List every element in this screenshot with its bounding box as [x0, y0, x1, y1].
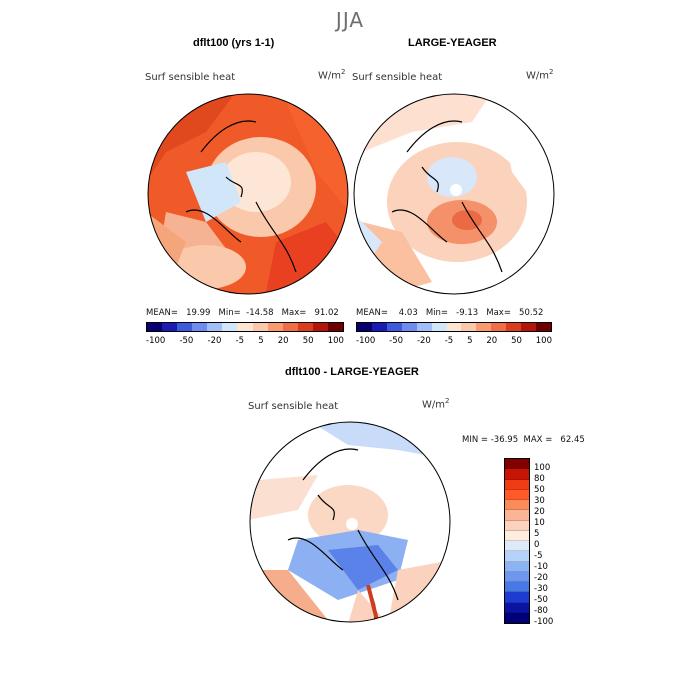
- panel3-variable: Surf sensible heat: [248, 401, 339, 412]
- tick: 50: [302, 336, 314, 346]
- panel1-map: [146, 92, 350, 296]
- panel2-stats: MEAN= 4.03 Min= -9.13 Max= 50.52: [356, 308, 544, 318]
- tick: 20: [486, 336, 498, 346]
- panel1-units: W/m2: [318, 68, 346, 82]
- panel2-variable: Surf sensible heat: [352, 72, 443, 83]
- panel3-units: W/m2: [422, 397, 450, 411]
- panel2-units: W/m2: [526, 68, 554, 82]
- panel3-title: dflt100 - LARGE-YEAGER: [285, 366, 419, 378]
- panel1-variable: Surf sensible heat: [145, 72, 236, 83]
- tick: 100: [534, 463, 551, 473]
- tick: -50: [534, 595, 548, 605]
- tick: 100: [535, 336, 552, 346]
- panel1-stats: MEAN= 19.99 Min= -14.58 Max= 91.02: [146, 308, 339, 318]
- panel3-colorbar-labels: 100 80 50 30 20 10 5 0 -5 -10 -20 -30 -5…: [534, 463, 553, 628]
- tick: 5: [258, 336, 264, 346]
- panel1-title: dflt100 (yrs 1-1): [193, 37, 275, 49]
- tick: 0: [534, 540, 540, 550]
- tick: -5: [444, 336, 454, 346]
- tick: -30: [534, 584, 548, 594]
- panel2-colorbar-labels: -100 -50 -20 -5 5 20 50 100: [356, 336, 552, 346]
- panel2-colorbar: [356, 322, 552, 332]
- tick: 50: [511, 336, 522, 346]
- panel3-map: [248, 420, 452, 624]
- tick: 20: [277, 336, 289, 346]
- tick: -20: [416, 336, 431, 346]
- tick: -50: [179, 336, 194, 346]
- tick: -20: [207, 336, 222, 346]
- tick: 100: [327, 336, 344, 346]
- tick: 5: [467, 336, 473, 346]
- tick: -100: [356, 336, 376, 346]
- panel1-colorbar-labels: -100 -50 -20 -5 5 20 50 100: [146, 336, 344, 346]
- panel1-colorbar: [146, 322, 344, 332]
- panel2-map: [352, 92, 556, 296]
- tick: -100: [534, 617, 554, 627]
- tick: -80: [534, 606, 548, 616]
- panel2-title: LARGE-YEAGER: [408, 37, 497, 49]
- tick: -100: [146, 336, 166, 346]
- tick: -20: [534, 573, 548, 583]
- figure-title: JJA: [335, 8, 365, 32]
- panel3-colorbar: [504, 458, 530, 624]
- tick: -5: [534, 551, 543, 561]
- tick: 80: [534, 474, 545, 484]
- tick: -5: [235, 336, 245, 346]
- tick: -10: [534, 562, 548, 572]
- tick: 20: [534, 507, 545, 517]
- tick: 30: [534, 496, 545, 506]
- tick: -50: [389, 336, 404, 346]
- tick: 5: [534, 529, 540, 539]
- tick: 10: [534, 518, 545, 528]
- panel3-stats: MIN = -36.95 MAX = 62.45: [462, 435, 585, 445]
- tick: 50: [534, 485, 545, 495]
